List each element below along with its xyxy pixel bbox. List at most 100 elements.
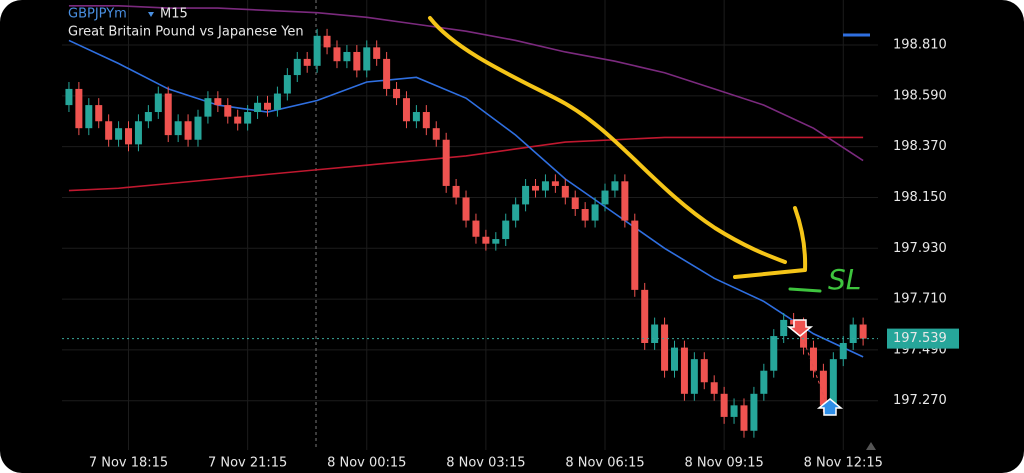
candle-body [551,181,559,186]
candle-body [75,88,83,129]
candle-body [740,405,748,431]
candle-body [402,98,410,122]
x-tick-label: 8 Nov 00:15 [327,456,406,471]
timeframe[interactable]: M15 [160,7,188,22]
candle-body [561,185,569,198]
candle-body [85,105,93,129]
candle-body [819,370,827,406]
candle-body [442,139,450,186]
candle-body [432,128,440,140]
y-tick-label: 198.590 [893,88,947,103]
candle-body [224,105,232,117]
candle-body [680,347,688,394]
candle-body [750,393,758,431]
drawn-dash [788,287,822,293]
candle-body [472,220,480,237]
candle-body [303,58,311,66]
moving-averages [68,4,864,358]
candle-body [273,93,281,110]
candle-body [144,112,152,122]
candle-body [214,98,222,106]
x-tick-label: 7 Nov 18:15 [89,456,168,471]
candle-body [730,405,738,417]
scroll-marker [866,442,876,450]
candle-body [611,181,619,191]
candle-body [154,93,162,113]
drawn-sl-label: SL [828,263,861,296]
candle-body [541,181,549,191]
candle-body [125,128,133,145]
x-tick-label: 8 Nov 12:15 [804,456,883,471]
candle-body [105,121,113,140]
candle-body [234,116,242,124]
candle-body [343,51,351,62]
candle-body [293,58,301,76]
candle-body [95,105,103,122]
candle-body [601,190,609,205]
candle-body [780,319,788,337]
candle-body [641,289,649,343]
candle-body [263,102,271,110]
y-tick-label: 198.370 [893,139,947,154]
current-price-label: 197.539 [893,331,947,346]
moving-average [68,39,864,358]
candle-body [393,88,401,99]
candle-body [115,128,123,140]
symbol-description: Great Britain Pound vs Japanese Yen [68,25,304,40]
candle-body [194,116,202,140]
candle-body [174,121,182,136]
candle-body [373,47,381,59]
candle-body [591,204,599,221]
candle-body [760,370,768,394]
candle-body [800,324,808,348]
candle-body [849,324,857,343]
candle-body [412,112,420,122]
candle-body [690,359,698,394]
candle-body [670,347,678,371]
trade-link [799,329,828,406]
x-tick-label: 8 Nov 03:15 [446,456,525,471]
candle-body [661,324,669,371]
candle-body [651,324,659,343]
candle-body [809,347,817,371]
x-tick-label: 8 Nov 09:15 [684,456,763,471]
grid [62,0,878,450]
moving-average [68,136,864,192]
candle-body [720,393,728,417]
candle-body [204,98,212,117]
symbol[interactable]: GBPJPYm [68,7,127,22]
x-tick-label: 8 Nov 06:15 [565,456,644,471]
candle-body [383,58,391,89]
y-tick-label: 198.150 [893,190,947,205]
candle-body [323,35,331,48]
candle-body [184,121,192,140]
moving-average [68,4,864,162]
candle-body [313,35,321,66]
candle-body [621,181,629,221]
current-price-box [887,328,959,349]
candle-body [492,239,500,244]
sell-arrow [786,319,814,337]
candle-body [422,112,430,129]
candle-body [134,121,142,145]
candle-body [363,47,371,71]
candle-body [502,220,510,240]
candle-body [571,197,579,210]
y-tick-label: 197.710 [893,292,947,307]
y-tick-label: 197.270 [893,393,947,408]
candle-body [452,185,460,198]
symbol-dropdown[interactable] [148,12,154,17]
candle-body [353,51,361,71]
candle-body [710,382,718,394]
x-tick-label: 7 Nov 21:15 [208,456,287,471]
overlay: SL GBPJPYm M15 Great Britain Pound vs Ja… [68,7,876,450]
candle-body [244,112,252,124]
y-tick-label: 197.930 [893,241,947,256]
candle-body [770,336,778,371]
candle-body [283,75,291,94]
candle-body [254,102,262,113]
candle-body [333,47,341,62]
